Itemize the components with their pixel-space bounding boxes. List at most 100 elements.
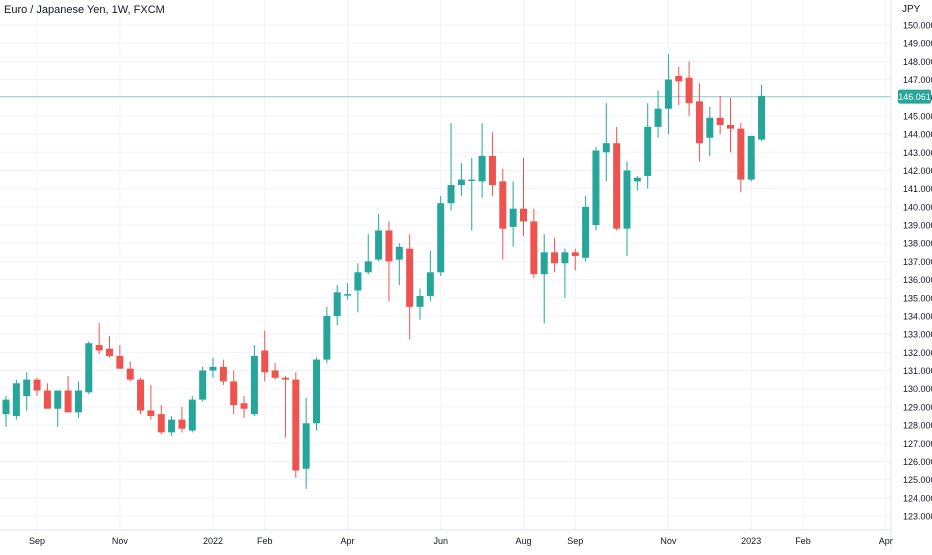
candle-down (727, 97, 734, 153)
candle-up (375, 214, 383, 262)
candle-down (219, 359, 227, 386)
candle-body (364, 261, 372, 273)
candle-body (157, 414, 165, 433)
candle-body (685, 77, 693, 104)
candle-down (230, 370, 238, 415)
candle-up (168, 415, 176, 436)
candle-body (230, 381, 238, 406)
candle-body (292, 379, 300, 471)
candle-body (561, 252, 569, 264)
candle-up (354, 263, 362, 313)
candle-up (199, 366, 207, 402)
candle-down (292, 372, 300, 478)
candle-body (633, 177, 641, 182)
candle-down (406, 234, 414, 340)
time-axis[interactable]: Sep Nov 2022 Feb Apr Jun Aug Sep Nov 2023 Feb Apr (29, 536, 893, 546)
candle-body (478, 155, 486, 182)
candle-body (250, 355, 258, 415)
price-tick-label: 148.000 (903, 57, 932, 67)
candle-up (468, 157, 476, 231)
candle-up (323, 306, 331, 364)
candle-up (664, 54, 672, 135)
candle-body (571, 252, 579, 256)
candle-body (582, 206, 590, 258)
candle-body (95, 345, 103, 351)
candle-body (737, 128, 745, 180)
candle-body (385, 230, 393, 262)
candle-up (209, 357, 217, 378)
time-tick-label: Sep (29, 536, 45, 546)
candle-body (499, 181, 507, 229)
candle-body (727, 125, 734, 129)
candle-up (561, 248, 569, 298)
candle-body (509, 208, 517, 227)
candle-down (488, 132, 496, 196)
time-tick-label: Aug (515, 536, 531, 546)
candle-up (633, 175, 641, 191)
candle-body (281, 377, 289, 380)
candle-body (675, 75, 683, 82)
candle-body (468, 179, 476, 182)
candle-body (137, 379, 145, 411)
candle-body (261, 350, 269, 373)
candle-body (426, 272, 434, 296)
candle-up (302, 397, 310, 489)
candle-down (261, 330, 269, 382)
price-tick-label: 125.000 (903, 475, 932, 485)
candle-body (551, 252, 559, 264)
candle-body (375, 230, 383, 260)
time-tick-label: 2023 (741, 536, 761, 546)
candle-body (168, 419, 176, 433)
last-price-badge: 146.061 (898, 89, 931, 104)
candle-body (592, 150, 600, 226)
price-tick-label: 134.000 (903, 311, 932, 321)
candle-body (488, 155, 496, 186)
candle-down (675, 66, 683, 106)
candle-down (385, 221, 393, 302)
candle-down (116, 345, 124, 369)
candle-body (209, 366, 217, 371)
candle-up (12, 379, 20, 420)
candle-body (219, 366, 227, 382)
time-tick-label: Jun (433, 536, 448, 546)
candle-up (344, 283, 352, 300)
candle-body (613, 143, 621, 229)
price-tick-label: 129.000 (903, 402, 932, 412)
candle-body (178, 419, 186, 429)
price-tick-label: 137.000 (903, 257, 932, 267)
candle-up (706, 106, 714, 156)
candle-down (178, 406, 186, 433)
candle-body (199, 370, 207, 400)
candle-up (313, 357, 320, 431)
candle-up (437, 195, 445, 276)
candle-body (12, 383, 20, 416)
price-tick-label: 149.000 (903, 39, 932, 49)
candle-up (447, 123, 455, 211)
time-tick-label: Apr (341, 536, 355, 546)
candle-up (74, 381, 82, 418)
grid-lines (0, 0, 891, 530)
candle-up (623, 161, 631, 256)
candle-down (695, 83, 703, 162)
candle-body (323, 315, 331, 360)
candle-body (354, 272, 362, 291)
chart-title: Euro / Japanese Yen, 1W, FXCM (4, 4, 165, 16)
time-tick-label: Nov (112, 536, 129, 546)
candle-body (530, 221, 538, 275)
price-tick-label: 150.000 (903, 21, 932, 31)
candle-body (116, 355, 124, 369)
candle-body (623, 170, 631, 229)
time-tick-label: Nov (660, 536, 677, 546)
candle-body (64, 390, 72, 413)
price-tick-label: 143.000 (903, 148, 932, 158)
candle-down (271, 363, 279, 380)
candle-down (157, 405, 165, 435)
candle-up (457, 163, 465, 196)
price-tick-label: 128.000 (903, 421, 932, 431)
time-tick-label: Feb (257, 536, 273, 546)
candle-up (364, 234, 372, 275)
time-tick-label: Apr (879, 536, 893, 546)
candle-up (747, 135, 755, 182)
